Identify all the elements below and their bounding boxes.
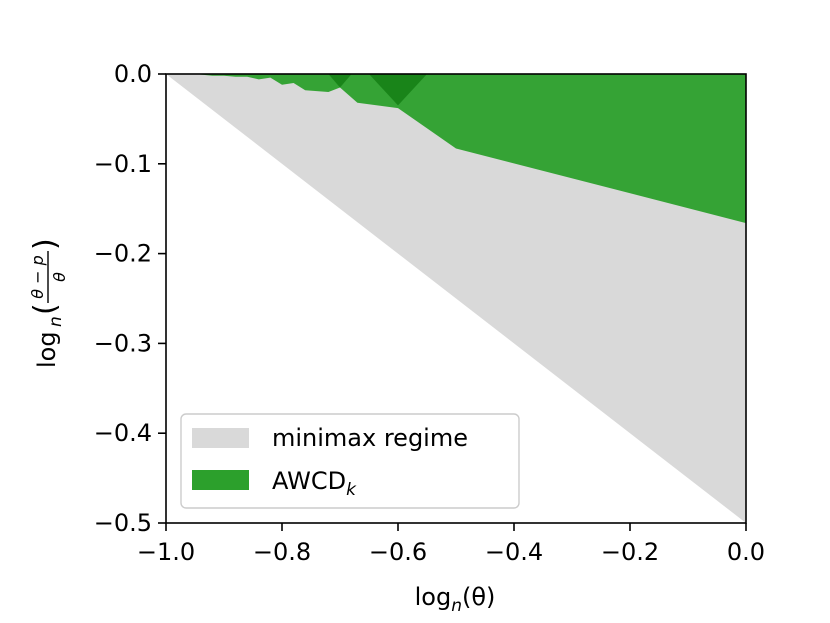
y-axis-label-open-paren: ( <box>28 303 63 315</box>
x-tick-label: −1.0 <box>137 538 195 566</box>
legend: minimax regime AWCDk <box>180 413 520 509</box>
legend-swatch-awcd <box>192 470 249 490</box>
y-axis-label-close-paren: ) <box>28 238 63 250</box>
x-tick-label: −0.4 <box>485 538 543 566</box>
plot-area <box>166 74 746 523</box>
y-tick-label: −0.2 <box>94 240 152 268</box>
awcd-region <box>195 74 746 224</box>
awcd-overlap-0 <box>369 74 427 106</box>
y-tick-label: −0.1 <box>94 150 152 178</box>
y-tick-label: −0.3 <box>94 329 152 357</box>
x-tick-label: 0.0 <box>727 538 765 566</box>
legend-label-minimax: minimax regime <box>272 424 468 452</box>
minimax-region <box>166 74 746 523</box>
legend-swatch-minimax <box>192 428 249 448</box>
y-axis-label-sub: n <box>46 316 66 327</box>
y-tick-label: −0.4 <box>94 419 152 447</box>
awcd-overlap-1 <box>328 74 352 88</box>
legend-box <box>180 413 520 509</box>
y-axis-label: log n ( θ − p θ ) <box>28 238 69 368</box>
x-axis-label: logn(θ) <box>415 583 496 616</box>
x-axis-ticks: −1.0 −0.8 −0.6 −0.4 −0.2 0.0 <box>137 523 765 566</box>
legend-label-awcd: AWCDk <box>272 467 357 500</box>
y-axis-label-numerator: θ − p <box>28 255 47 299</box>
axes-frame <box>165 73 747 524</box>
y-axis-label-denominator: θ <box>50 272 69 282</box>
y-axis-ticks: 0.0 −0.1 −0.2 −0.3 −0.4 −0.5 <box>94 60 166 537</box>
y-axis-label-log: log <box>33 331 61 368</box>
y-tick-label: −0.5 <box>94 509 152 537</box>
x-tick-label: −0.8 <box>253 538 311 566</box>
y-tick-label: 0.0 <box>114 60 152 88</box>
x-tick-label: −0.6 <box>369 538 427 566</box>
x-tick-label: −0.2 <box>601 538 659 566</box>
